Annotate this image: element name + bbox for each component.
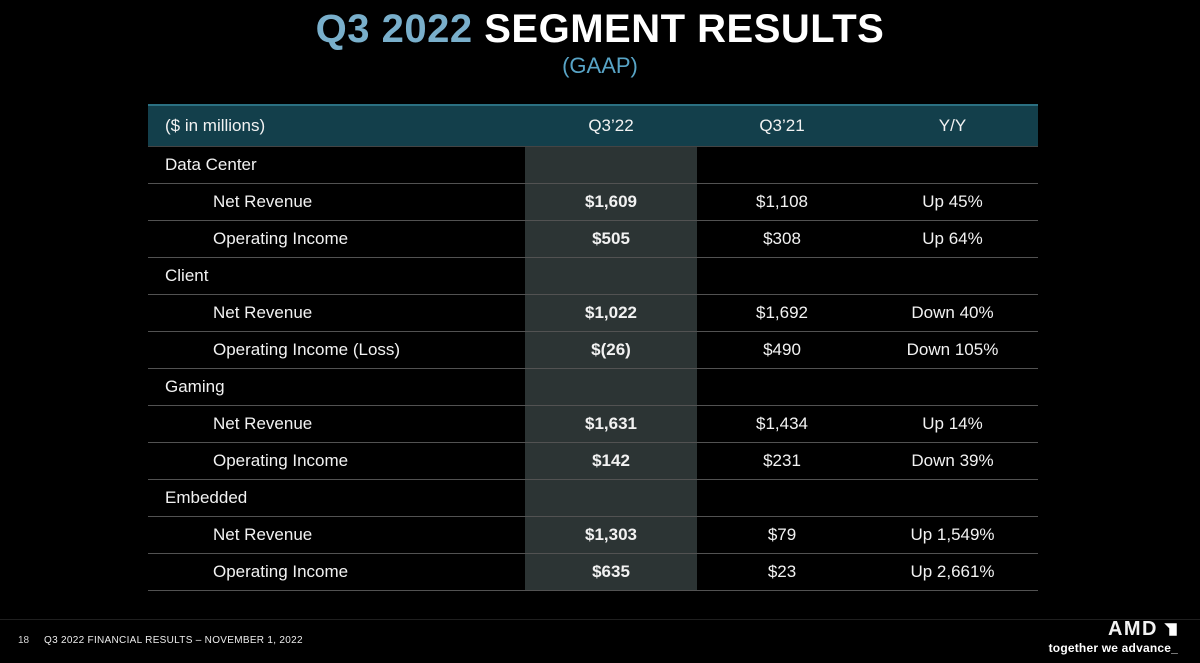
- segment-results-table: ($ in millions) Q3’22 Q3’21 Y/Y Data Cen…: [148, 104, 1038, 591]
- q321-cell: $1,434: [756, 414, 808, 433]
- q322-cell: $142: [525, 443, 697, 479]
- header-cell-metric: ($ in millions): [165, 116, 266, 135]
- metric-label: Net Revenue: [213, 303, 313, 322]
- q321-cell: $231: [763, 451, 801, 470]
- table-row: Net Revenue $1,022 $1,692 Down 40%: [148, 295, 1038, 332]
- table-header-row: ($ in millions) Q3’22 Q3’21 Y/Y: [148, 104, 1038, 147]
- q322-cell: $635: [525, 554, 697, 590]
- q321-cell: $490: [763, 340, 801, 359]
- q322-cell: $1,609: [525, 184, 697, 220]
- table-row: Operating Income $505 $308 Up 64%: [148, 221, 1038, 258]
- yy-cell: [867, 480, 1038, 516]
- header-cell-q321: Q3’21: [759, 116, 805, 135]
- header-cell-yy: Y/Y: [938, 116, 967, 135]
- q321-cell: $308: [763, 229, 801, 248]
- q322-cell: [525, 480, 697, 516]
- q322-cell: $(26): [525, 332, 697, 368]
- metric-label: Net Revenue: [213, 192, 313, 211]
- table-row: Net Revenue $1,303 $79 Up 1,549%: [148, 517, 1038, 554]
- section-row-gaming: Gaming: [148, 369, 1038, 406]
- q322-cell: $505: [525, 221, 697, 257]
- title-rest: SEGMENT RESULTS: [484, 7, 885, 51]
- q322-cell: $1,303: [525, 517, 697, 553]
- slide-footer: 18 Q3 2022 FINANCIAL RESULTS – NOVEMBER …: [0, 619, 1200, 663]
- yy-cell: Down 40%: [911, 303, 994, 322]
- q322-cell: $1,022: [525, 295, 697, 331]
- metric-label: Operating Income (Loss): [213, 340, 401, 359]
- page-number: 18: [18, 635, 30, 646]
- table-row: Operating Income $142 $231 Down 39%: [148, 443, 1038, 480]
- amd-logo: AMD: [1049, 619, 1178, 639]
- yy-cell: [867, 369, 1038, 405]
- q321-cell: [697, 480, 867, 516]
- table-row: Net Revenue $1,609 $1,108 Up 45%: [148, 184, 1038, 221]
- metric-label: Operating Income: [213, 562, 349, 581]
- yy-cell: Up 64%: [922, 229, 983, 248]
- section-row-embedded: Embedded: [148, 480, 1038, 517]
- yy-cell: Down 105%: [906, 340, 999, 359]
- q322-cell: $1,631: [525, 406, 697, 442]
- section-row-client: Client: [148, 258, 1038, 295]
- slide-header: Q3 2022 SEGMENT RESULTS (GAAP): [0, 0, 1200, 79]
- segment-label: Embedded: [165, 488, 248, 507]
- metric-label: Net Revenue: [213, 525, 313, 544]
- footer-text: Q3 2022 FINANCIAL RESULTS – NOVEMBER 1, …: [44, 635, 303, 646]
- metric-label: Operating Income: [213, 451, 349, 470]
- yy-cell: [867, 147, 1038, 183]
- q321-cell: [697, 258, 867, 294]
- page-title: Q3 2022 SEGMENT RESULTS: [0, 7, 1200, 52]
- q321-cell: $1,692: [756, 303, 808, 322]
- q321-cell: $1,108: [756, 192, 808, 211]
- amd-arrow-icon: [1163, 622, 1178, 637]
- table-row: Operating Income (Loss) $(26) $490 Down …: [148, 332, 1038, 369]
- q322-cell: [525, 258, 697, 294]
- title-highlight: Q3 2022: [315, 7, 473, 51]
- q322-cell: [525, 369, 697, 405]
- yy-cell: Up 14%: [922, 414, 983, 433]
- segment-label: Gaming: [165, 377, 225, 396]
- yy-cell: Up 45%: [922, 192, 983, 211]
- amd-wordmark: AMD: [1107, 618, 1158, 640]
- table-row: Net Revenue $1,631 $1,434 Up 14%: [148, 406, 1038, 443]
- amd-brand-block: AMD together we advance_: [1049, 619, 1178, 655]
- q321-cell: $23: [767, 562, 797, 581]
- section-row-data-center: Data Center: [148, 147, 1038, 184]
- segment-label: Client: [165, 266, 209, 285]
- q321-cell: [697, 369, 867, 405]
- yy-cell: Up 2,661%: [910, 562, 995, 581]
- metric-label: Net Revenue: [213, 414, 313, 433]
- yy-cell: Down 39%: [911, 451, 994, 470]
- yy-cell: [867, 258, 1038, 294]
- header-cell-q322: Q3’22: [588, 116, 634, 135]
- slide-subtitle: (GAAP): [562, 52, 638, 78]
- q321-cell: $79: [767, 525, 797, 544]
- table-row: Operating Income $635 $23 Up 2,661%: [148, 554, 1038, 591]
- brand-tagline: together we advance_: [1048, 641, 1178, 655]
- metric-label: Operating Income: [213, 229, 349, 248]
- yy-cell: Up 1,549%: [910, 525, 995, 544]
- segment-label: Data Center: [165, 155, 257, 174]
- q321-cell: [697, 147, 867, 183]
- q322-cell: [525, 147, 697, 183]
